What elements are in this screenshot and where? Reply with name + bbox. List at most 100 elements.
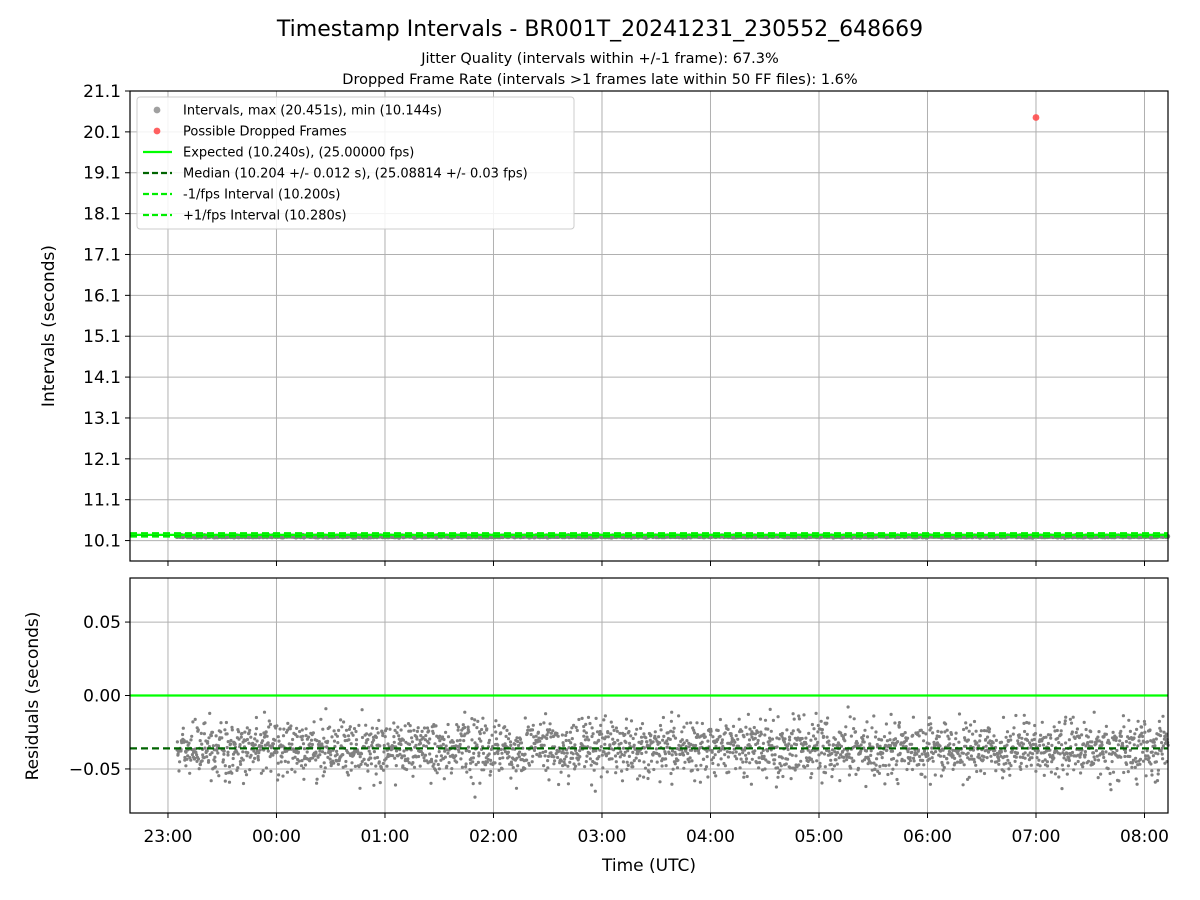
- residual-point: [870, 726, 874, 730]
- residual-point: [819, 719, 823, 723]
- residual-point: [1065, 772, 1069, 776]
- residual-point: [953, 756, 957, 761]
- residual-point: [565, 730, 569, 735]
- residual-point: [577, 717, 581, 722]
- residual-point: [393, 783, 398, 787]
- residual-point: [187, 741, 191, 745]
- residual-point: [1025, 732, 1029, 737]
- residual-point: [249, 753, 253, 758]
- residual-point: [226, 750, 230, 754]
- residual-point: [896, 740, 900, 744]
- residual-point: [196, 728, 200, 732]
- residual-point: [778, 761, 782, 766]
- residual-point: [658, 741, 662, 745]
- residual-point: [609, 732, 613, 736]
- residual-point: [230, 728, 234, 732]
- residual-point: [747, 751, 751, 755]
- chart-subtitle-dropped: Dropped Frame Rate (intervals >1 frames …: [342, 72, 857, 88]
- residual-point: [884, 722, 889, 726]
- residual-point: [1070, 730, 1074, 734]
- residual-point: [182, 739, 186, 743]
- residual-point: [1161, 744, 1165, 748]
- residual-point: [912, 759, 916, 763]
- residual-point: [507, 755, 511, 759]
- residual-point: [815, 759, 819, 763]
- residual-point: [347, 727, 351, 732]
- residual-point: [516, 743, 521, 748]
- residual-point: [500, 751, 504, 755]
- residual-point: [993, 753, 997, 757]
- residual-point: [254, 727, 259, 731]
- residual-point: [236, 752, 240, 756]
- residual-point: [286, 721, 290, 726]
- residual-point: [456, 725, 460, 729]
- residual-point: [903, 731, 907, 735]
- residual-point: [450, 767, 454, 771]
- residual-point: [926, 753, 930, 758]
- residual-point: [665, 739, 669, 743]
- residual-point: [1103, 759, 1107, 763]
- residual-point: [854, 772, 858, 777]
- residual-point: [1102, 755, 1106, 760]
- residual-point: [357, 765, 361, 769]
- residual-point: [532, 748, 537, 753]
- residual-point: [585, 735, 589, 739]
- residual-point: [442, 777, 446, 781]
- residual-point: [723, 764, 728, 768]
- residual-point: [1155, 779, 1160, 783]
- residual-point: [1050, 743, 1054, 748]
- residual-point: [216, 751, 220, 755]
- residual-point: [855, 741, 860, 746]
- residual-point: [266, 749, 270, 753]
- residual-point: [195, 759, 199, 764]
- residuals-y-tick-label: 0.05: [83, 613, 121, 633]
- residual-point: [663, 752, 668, 756]
- residual-point: [776, 775, 780, 779]
- residual-point: [723, 731, 727, 735]
- residual-point: [943, 730, 947, 734]
- residual-point: [464, 762, 468, 766]
- residual-point: [378, 744, 382, 748]
- residual-point: [517, 755, 521, 759]
- residual-point: [316, 755, 320, 759]
- residual-point: [1116, 743, 1120, 747]
- residual-point: [972, 719, 977, 724]
- intervals-y-tick-label: 18.1: [83, 205, 121, 225]
- residual-point: [510, 763, 514, 767]
- residual-point: [328, 725, 332, 729]
- residual-point: [1018, 765, 1022, 769]
- residual-point: [385, 764, 389, 768]
- residual-point: [643, 766, 648, 770]
- residual-point: [408, 724, 412, 728]
- residual-point: [515, 756, 519, 760]
- residual-point: [888, 738, 892, 742]
- residual-point: [938, 744, 942, 748]
- residual-point: [226, 753, 230, 757]
- residual-point: [842, 759, 846, 763]
- residual-point: [670, 782, 674, 786]
- residual-point: [190, 734, 194, 738]
- residual-point: [885, 739, 890, 743]
- residual-point: [464, 765, 468, 769]
- residual-point: [773, 753, 777, 757]
- residual-point: [456, 728, 460, 732]
- residual-point: [1059, 729, 1063, 733]
- residual-point: [760, 751, 764, 755]
- residual-point: [288, 727, 292, 731]
- residual-point: [640, 751, 644, 756]
- residual-point: [864, 784, 868, 789]
- residual-point: [211, 744, 215, 748]
- residual-point: [972, 757, 976, 761]
- residual-point: [685, 739, 689, 743]
- residual-point: [901, 732, 905, 737]
- residual-point: [293, 770, 297, 774]
- residual-point: [977, 752, 981, 757]
- residual-point: [286, 760, 290, 764]
- residual-point: [345, 770, 349, 775]
- residual-point: [319, 717, 323, 721]
- residual-point: [928, 782, 933, 786]
- residual-point: [758, 717, 763, 721]
- residual-point: [786, 757, 790, 761]
- residual-point: [737, 717, 741, 721]
- residual-point: [797, 763, 801, 767]
